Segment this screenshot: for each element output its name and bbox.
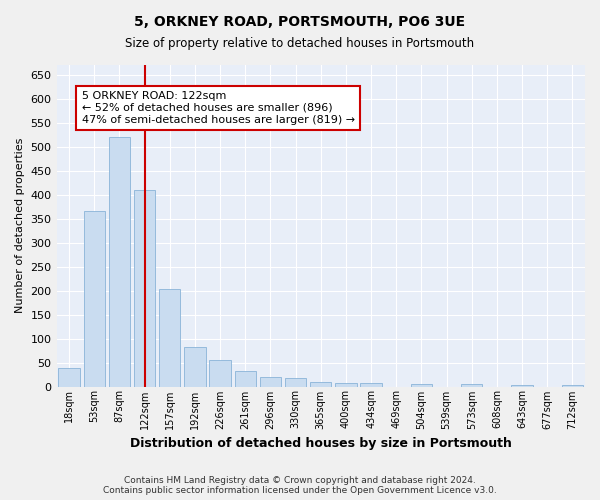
Text: Contains HM Land Registry data © Crown copyright and database right 2024.
Contai: Contains HM Land Registry data © Crown c…	[103, 476, 497, 495]
Bar	[159, 289, 181, 386]
Bar	[235, 370, 256, 386]
Bar	[209, 360, 231, 386]
Bar	[310, 382, 331, 386]
X-axis label: Distribution of detached houses by size in Portsmouth: Distribution of detached houses by size …	[130, 437, 512, 450]
Bar	[361, 382, 382, 386]
Bar	[511, 384, 533, 386]
Bar	[335, 383, 356, 386]
Bar	[58, 368, 80, 386]
Bar	[83, 212, 105, 386]
Bar	[184, 346, 206, 387]
Bar	[562, 384, 583, 386]
Text: Size of property relative to detached houses in Portsmouth: Size of property relative to detached ho…	[125, 38, 475, 51]
Bar	[461, 384, 482, 386]
Text: 5 ORKNEY ROAD: 122sqm
← 52% of detached houses are smaller (896)
47% of semi-det: 5 ORKNEY ROAD: 122sqm ← 52% of detached …	[82, 92, 355, 124]
Y-axis label: Number of detached properties: Number of detached properties	[15, 138, 25, 314]
Bar	[260, 377, 281, 386]
Bar	[134, 190, 155, 386]
Bar	[411, 384, 432, 386]
Text: 5, ORKNEY ROAD, PORTSMOUTH, PO6 3UE: 5, ORKNEY ROAD, PORTSMOUTH, PO6 3UE	[134, 15, 466, 29]
Bar	[285, 378, 307, 386]
Bar	[109, 137, 130, 386]
